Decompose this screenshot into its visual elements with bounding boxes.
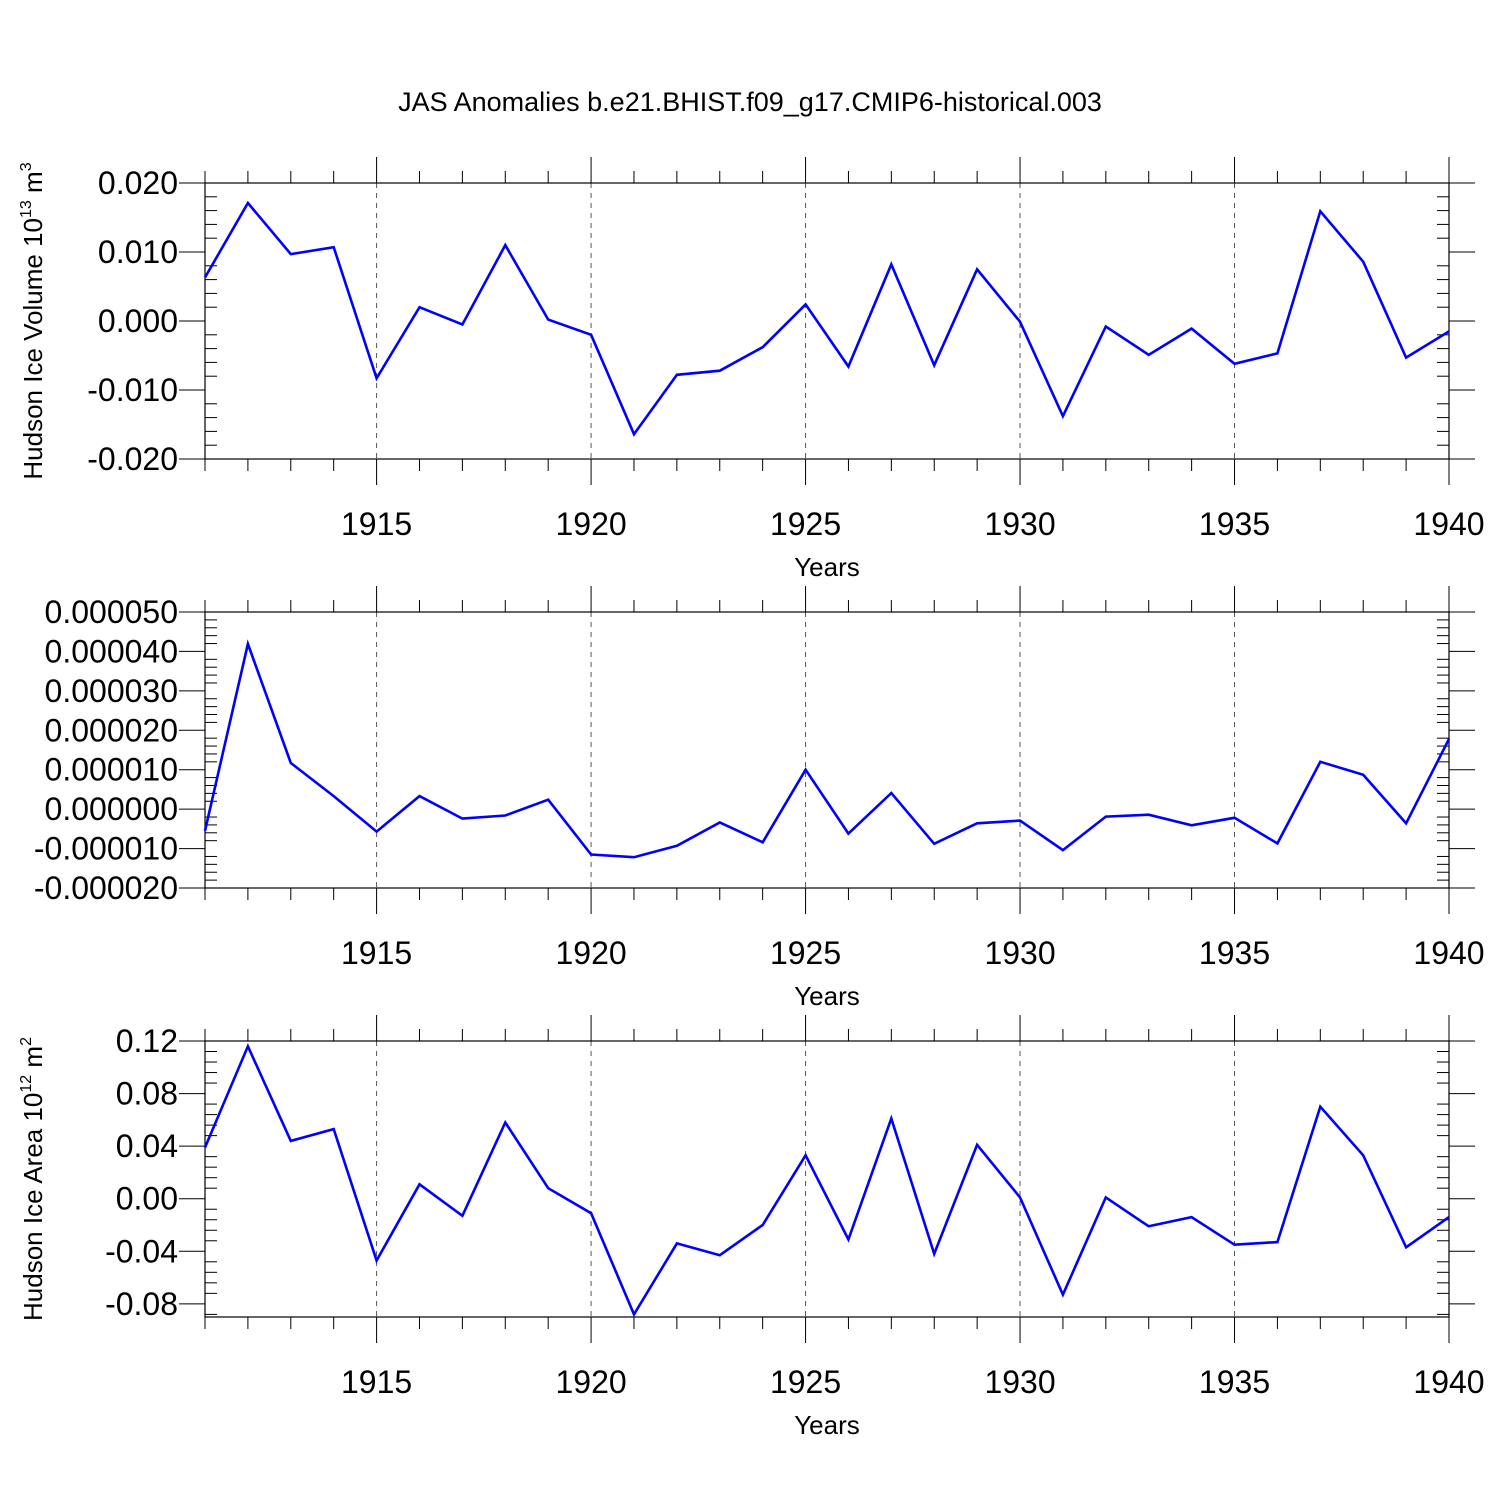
x-tick-label: 1930 — [984, 935, 1055, 971]
y-tick-label: -0.000010 — [34, 831, 178, 867]
chart-panel-area: 0.12 0.08 0.04 0.00 -0.04 -0.08 1915 1920 1925 19… — [18, 1015, 1485, 1440]
y-tick-label: 0.12 — [116, 1023, 178, 1059]
x-tick-label: 1920 — [555, 506, 626, 542]
x-tick-label: 1925 — [770, 506, 841, 542]
x-tick-label: 1935 — [1199, 935, 1270, 971]
y-tick-label: 0.04 — [116, 1128, 178, 1164]
x-tick-label: 1915 — [341, 506, 412, 542]
plot-frame — [204, 1040, 1450, 1318]
y-tick-label: -0.04 — [105, 1233, 178, 1269]
x-axis-label: Years — [794, 552, 860, 582]
series-line-volume — [203, 200, 1450, 437]
x-axis-label: Years — [794, 981, 860, 1011]
y-tick-label: 0.010 — [98, 234, 178, 270]
x-tick-label: 1935 — [1199, 506, 1270, 542]
y-tick-label: 0.000020 — [45, 712, 178, 748]
x-tick-label: 1935 — [1199, 1364, 1270, 1400]
y-axis-label: Hudson Ice Volume 1013 m3 — [18, 162, 48, 479]
x-tick-label: 1915 — [341, 1364, 412, 1400]
x-tick-label: 1925 — [770, 935, 841, 971]
y-tick-label: 0.08 — [116, 1076, 178, 1112]
chart-title: JAS Anomalies b.e21.BHIST.f09_g17.CMIP6-… — [398, 87, 1102, 117]
x-tick-label: 1940 — [1413, 506, 1484, 542]
y-tick-label: -0.010 — [87, 372, 178, 408]
x-tick-label: 1930 — [984, 1364, 1055, 1400]
series-line-thickness — [203, 639, 1451, 859]
y-tick-label: 0.000030 — [45, 673, 178, 709]
plot-frame — [204, 611, 1450, 889]
x-tick-label: 1940 — [1413, 1364, 1484, 1400]
y-tick-label: -0.020 — [87, 441, 178, 477]
y-tick-label: 0.000050 — [45, 594, 178, 630]
chart-panels: 0.020 0.010 0.000 -0.010 -0.020 1915 1920 1925 1… — [18, 157, 1485, 1440]
y-tick-label: 0.000000 — [45, 791, 178, 827]
y-tick-label: -0.08 — [105, 1286, 178, 1322]
y-axis-label: Hudson Ice Area 1012 m2 — [18, 1037, 48, 1321]
series-line-area — [203, 1043, 1450, 1318]
x-tick-label: 1925 — [770, 1364, 841, 1400]
y-tick-label: 0.000010 — [45, 752, 178, 788]
y-tick-label: 0.00 — [116, 1181, 178, 1217]
y-tick-label: 0.000040 — [45, 633, 178, 669]
x-tick-label: 1930 — [984, 506, 1055, 542]
x-tick-label: 1920 — [555, 1364, 626, 1400]
x-axis-label: Years — [794, 1410, 860, 1440]
x-tick-label: 1915 — [341, 935, 412, 971]
x-tick-label: 1920 — [555, 935, 626, 971]
x-tick-label: 1940 — [1413, 935, 1484, 971]
y-tick-label: -0.000020 — [34, 870, 178, 906]
y-tick-label: 0.000 — [98, 303, 178, 339]
plot-frame — [204, 182, 1450, 460]
chart-panel-volume: 0.020 0.010 0.000 -0.010 -0.020 1915 1920 1925 1… — [18, 157, 1485, 582]
y-tick-label: 0.020 — [98, 165, 178, 201]
